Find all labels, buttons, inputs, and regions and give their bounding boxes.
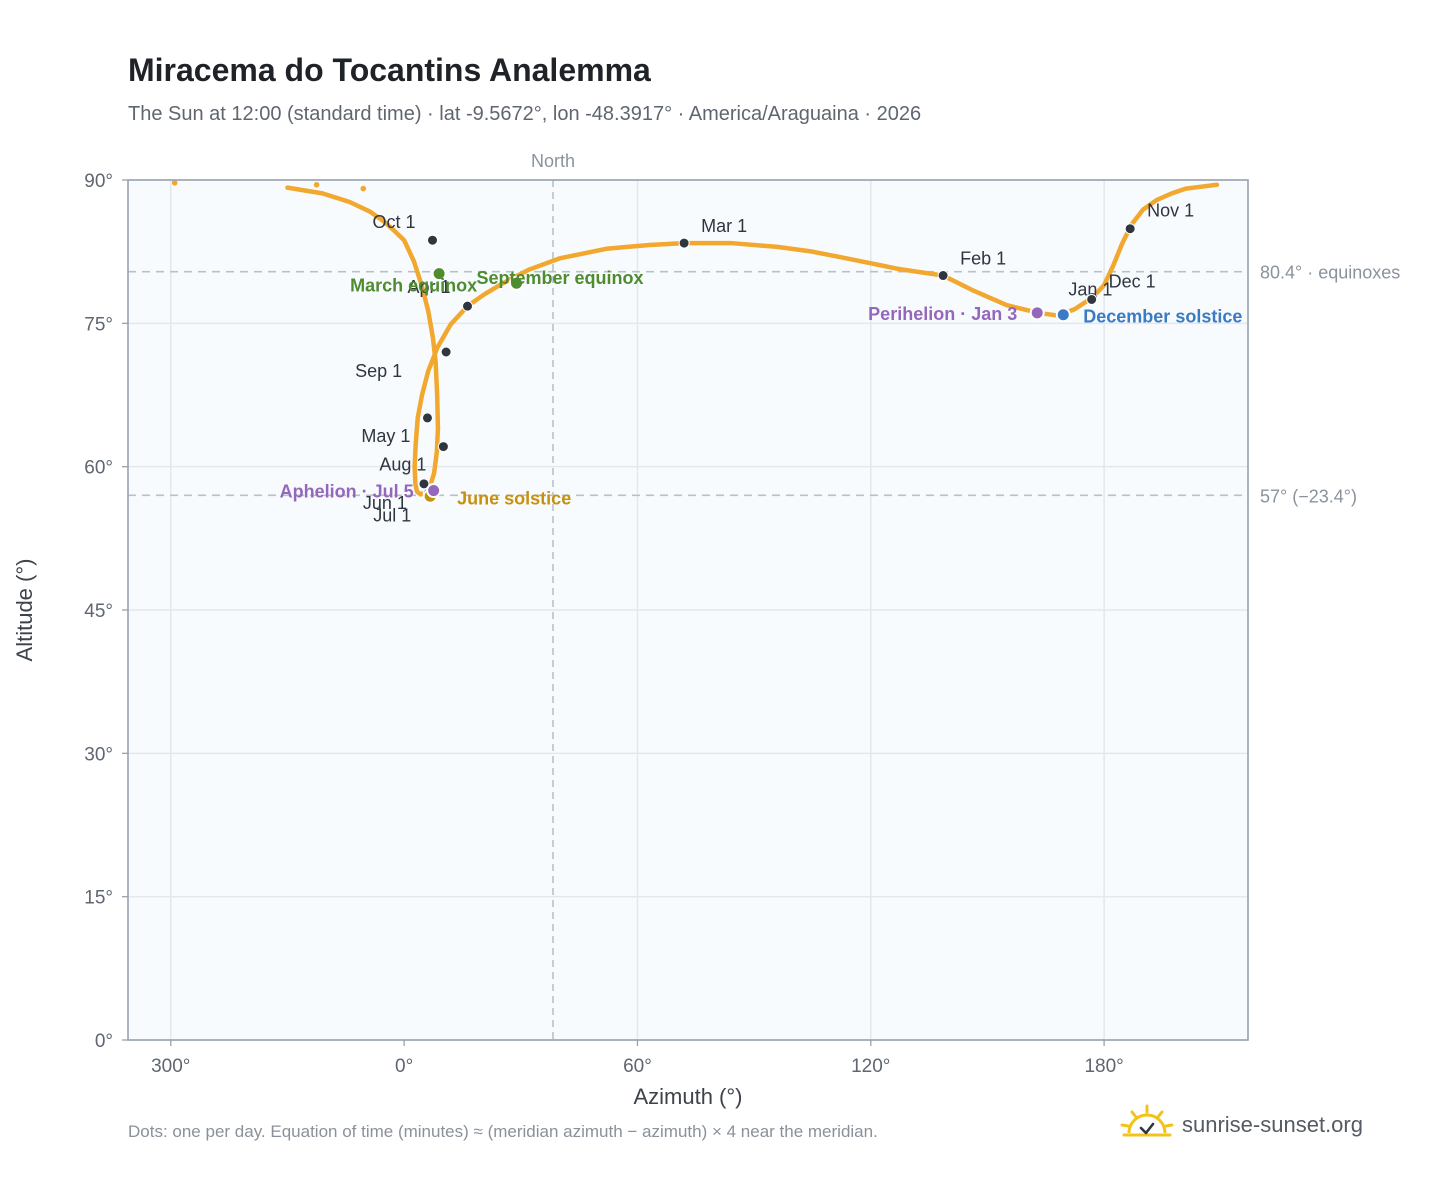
x-tick-label: 60° <box>623 1056 652 1077</box>
month-marker <box>440 346 452 358</box>
month-marker <box>418 478 430 490</box>
reference-lines: 80.4° · equinoxes 57° (−23.4°) <box>128 263 1400 506</box>
month-label: Oct 1 <box>372 212 415 232</box>
special-point <box>431 266 447 282</box>
special-point <box>1055 307 1071 323</box>
month-marker <box>462 300 473 312</box>
special-point <box>509 275 524 291</box>
month-label: May 1 <box>361 426 410 446</box>
special-point-label: December solstice <box>1083 307 1242 327</box>
month-label: Nov 1 <box>1147 201 1194 221</box>
y-axis-title: Altitude (°) <box>12 559 37 662</box>
month-marker <box>937 270 949 282</box>
special-point-label: Perihelion · Jan 3 <box>868 304 1017 324</box>
sun-logo-icon <box>1120 1103 1174 1148</box>
month-label: Aug 1 <box>379 455 426 475</box>
month-label: Dec 1 <box>1109 271 1156 291</box>
reference-line-label: 57° (−23.4°) <box>1260 486 1357 506</box>
x-axis-title: Azimuth (°) <box>633 1084 742 1109</box>
month-label: Mar 1 <box>701 216 747 236</box>
daily-dot <box>313 181 320 188</box>
brand[interactable]: sunrise-sunset.org <box>1120 1100 1363 1150</box>
daily-dot <box>360 185 367 192</box>
analemma-path-layer <box>171 180 1220 497</box>
special-point-label: June solstice <box>457 488 571 508</box>
month-label: Jul 1 <box>373 505 411 525</box>
special-point <box>426 483 442 499</box>
x-tick-label: 180° <box>1084 1056 1123 1077</box>
y-tick-label: 60° <box>84 458 113 479</box>
month-marker <box>437 441 449 453</box>
special-point-layer: March equinox September equinox June solst… <box>280 266 1242 508</box>
daily-dot <box>171 180 178 186</box>
month-label: Jun 1 <box>363 493 407 513</box>
y-tick-label: 0° <box>95 1031 113 1052</box>
month-marker <box>1086 293 1098 305</box>
analemma-path <box>285 185 1041 497</box>
north-label: North <box>531 151 575 171</box>
special-point-label: March equinox <box>350 276 477 296</box>
special-point <box>1029 305 1045 321</box>
brand-name: sunrise-sunset.org <box>1182 1112 1363 1137</box>
month-label: Jan 1 <box>1068 280 1112 300</box>
special-point-label: Aphelion · Jul 5 <box>280 482 414 502</box>
month-label: Feb 1 <box>960 249 1006 269</box>
y-tick-label: 30° <box>84 744 113 765</box>
month-label: Sep 1 <box>355 361 402 381</box>
footnote: Dots: one per day. Equation of time (min… <box>128 1122 878 1141</box>
chart-subtitle: The Sun at 12:00 (standard time) · lat -… <box>128 103 922 125</box>
month-label: Apr 1 <box>407 277 450 297</box>
month-marker <box>1124 223 1136 235</box>
special-point-label: September equinox <box>477 268 644 288</box>
x-tick-label: 300° <box>151 1056 190 1077</box>
axis-ticks: 240°300°0°60°120°180°0°15°30°45°60°75°90… <box>84 171 1124 1077</box>
month-marker <box>421 412 433 424</box>
y-tick-label: 75° <box>84 314 113 335</box>
month-marker <box>678 237 690 249</box>
y-tick-label: 45° <box>84 601 113 622</box>
y-tick-label: 15° <box>84 888 113 909</box>
y-tick-label: 90° <box>84 171 113 192</box>
x-tick-label: 0° <box>395 1056 413 1077</box>
chart-title: Miracema do Tocantins Analemma <box>128 52 651 88</box>
x-tick-label: 120° <box>851 1056 890 1077</box>
month-marker <box>427 234 438 246</box>
reference-line-label: 80.4° · equinoxes <box>1260 263 1400 283</box>
analemma-path <box>1035 182 1220 318</box>
